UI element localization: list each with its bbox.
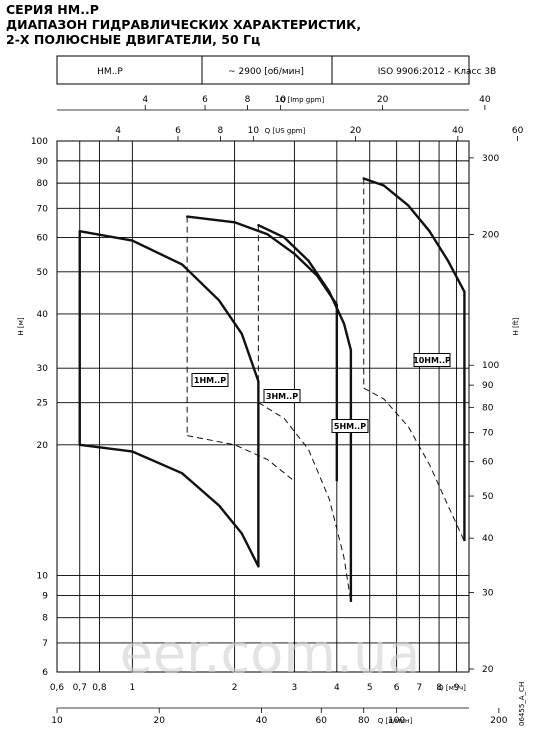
y-tick-label: 10 — [37, 572, 49, 582]
lpm-tick-label: 60 — [316, 716, 328, 726]
y-right-tick-label: 300 — [482, 154, 499, 164]
y-tick-label: 70 — [37, 204, 49, 214]
y-tick-label: 80 — [37, 179, 49, 189]
us-tick-label: 4 — [115, 126, 121, 136]
lpm-tick-label: 20 — [154, 716, 166, 726]
chart-grid — [56, 105, 519, 713]
y-tick-label: 20 — [37, 441, 49, 451]
x-tick-label: 8 — [436, 683, 442, 693]
y-right-tick-label: 60 — [482, 458, 494, 468]
curve-lower-1 — [78, 443, 260, 568]
x-tick-label: 1 — [129, 683, 135, 693]
y-tick-label: 6 — [42, 668, 48, 678]
y-tick-label: 60 — [37, 233, 49, 243]
y-right-tick-label: 90 — [482, 381, 494, 391]
y-tick-label: 25 — [37, 399, 48, 409]
imp-tick-label: 10 — [275, 95, 287, 105]
curve-label: 10НМ..Р — [413, 356, 451, 365]
curve-label-box — [263, 389, 301, 403]
y-tick-label: 8 — [42, 614, 48, 624]
us-tick-label: 8 — [218, 126, 224, 136]
us-axis-label: Q [US gpm] — [265, 127, 306, 135]
y-tick-label: 100 — [31, 137, 48, 147]
y-right-tick-label: 70 — [482, 429, 494, 439]
x-tick-label: 3 — [292, 683, 298, 693]
imp-tick-label: 4 — [142, 95, 148, 105]
curve-label-box — [331, 419, 369, 433]
y-right-tick-label: 40 — [482, 534, 494, 544]
lpm-tick-label: 10 — [51, 716, 63, 726]
imp-tick-label: 40 — [479, 95, 491, 105]
chart-curves — [78, 177, 466, 602]
curve-lower-4 — [363, 387, 465, 542]
lpm-tick-label: 40 — [256, 716, 268, 726]
x-tick-label: 9 — [454, 683, 460, 693]
x-axis-label: Q [м³/ч] — [438, 684, 466, 692]
imp-axis-label: Q [Imp gpm] — [280, 96, 325, 104]
chart-labels: 0,6 0,7 0,8 1 2 3 4 5 6 7 8 9Q [м³/ч]67891020253040… — [17, 95, 524, 726]
y-right-tick-label: 80 — [482, 403, 494, 413]
curve-label-box — [413, 353, 451, 367]
x-tick-label: 6 — [394, 683, 400, 693]
x-tick-label: 5 — [367, 683, 373, 693]
x-tick-label: 7 — [417, 683, 423, 693]
y-tick-label: 90 — [37, 157, 49, 167]
us-tick-label: 40 — [452, 126, 464, 136]
y-right-tick-label: 20 — [482, 665, 494, 675]
y-right-tick-label: 100 — [482, 361, 499, 371]
y-right-tick-label: 30 — [482, 588, 494, 598]
curve-upper-3 — [186, 215, 338, 306]
x-tick-label: 0,8 — [92, 683, 107, 693]
x-tick-label: 0,7 — [73, 683, 87, 693]
y-tick-label: 30 — [37, 364, 49, 374]
us-tick-label: 20 — [350, 126, 362, 136]
y-tick-label: 50 — [37, 268, 49, 278]
curve-label: 5НМ..Р — [334, 422, 366, 431]
info-speed: ~ 2900 [об/мин] — [228, 67, 304, 77]
y-right-axis-label: H [ft] — [512, 317, 520, 335]
us-tick-label: 10 — [248, 126, 260, 136]
us-tick-label: 6 — [175, 126, 181, 136]
x-tick-label: 0,6 — [50, 683, 65, 693]
curve-label: 3НМ..Р — [266, 392, 298, 401]
us-tick-label: 60 — [512, 126, 524, 136]
curve-upper-4 — [362, 177, 466, 293]
curve-label: 1НМ..Р — [194, 376, 226, 385]
y-right-tick-label: 200 — [482, 230, 499, 240]
imp-tick-label: 20 — [377, 95, 389, 105]
x-tick-label: 4 — [334, 683, 340, 693]
doc-code: 06455_A_CH — [518, 682, 526, 726]
x-tick-label: 2 — [232, 683, 238, 693]
curve-upper-1 — [78, 230, 260, 383]
curve-lower-2 — [258, 402, 352, 602]
title-line-2: ДИАПАЗОН ГИДРАВЛИЧЕСКИХ ХАРАКТЕРИСТИК, — [6, 17, 362, 32]
y-right-tick-label: 50 — [482, 492, 494, 502]
title-line-3: 2-Х ПОЛЮСНЫЕ ДВИГАТЕЛИ, 50 Гц — [6, 32, 261, 47]
title-line-1: СЕРИЯ НМ..Р — [6, 2, 99, 17]
y-tick-label: 40 — [37, 310, 49, 320]
curve-label-box — [191, 373, 229, 387]
lpm-tick-label: 200 — [490, 716, 507, 726]
info-standard: ISO 9906:2012 - Класс 3B — [378, 67, 496, 77]
y-axis-label: H [м] — [17, 317, 25, 336]
info-model: НМ..Р — [97, 67, 123, 77]
plot-frame — [56, 140, 470, 673]
lpm-axis-label: Q [л/мин] — [378, 717, 413, 725]
imp-tick-label: 6 — [202, 95, 208, 105]
watermark: eer.com.ua — [120, 622, 421, 685]
curve-lower-3 — [187, 435, 295, 482]
lpm-tick-label: 100 — [388, 716, 405, 726]
lpm-tick-label: 80 — [358, 716, 370, 726]
y-tick-label: 7 — [42, 639, 48, 649]
imp-tick-label: 8 — [245, 95, 251, 105]
y-tick-label: 9 — [42, 591, 48, 601]
info-box: НМ..Р ~ 2900 [об/мин] ISO 9906:2012 - Кл… — [56, 55, 496, 85]
